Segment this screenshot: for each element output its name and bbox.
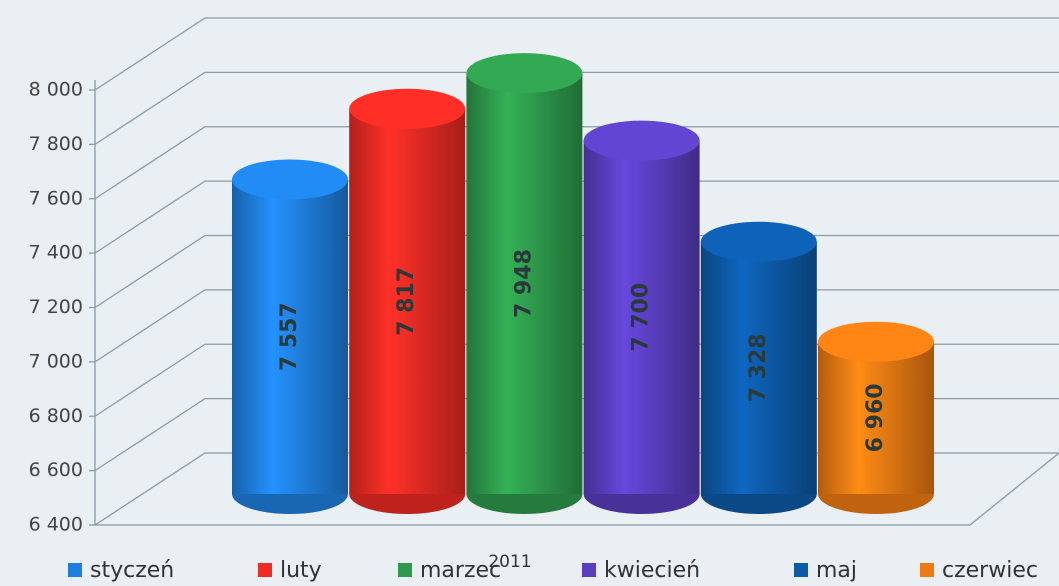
data-label: 6 960 <box>863 383 888 452</box>
y-tick-label: 6 800 <box>29 405 83 427</box>
bar <box>818 341 934 494</box>
y-tick-label: 6 600 <box>29 459 83 481</box>
data-label: 7 817 <box>394 267 419 336</box>
x-axis-label: 2011 <box>488 552 531 572</box>
grid-line <box>94 126 1059 200</box>
y-tick-label: 7 800 <box>29 133 83 155</box>
data-label: 7 328 <box>746 333 771 402</box>
y-tick-label: 6 400 <box>29 514 83 536</box>
legend-swatch <box>68 563 82 577</box>
y-tick-label: 7 600 <box>29 187 83 209</box>
legend-label: czerwiec <box>942 558 1038 583</box>
legend-swatch <box>258 563 272 577</box>
data-label: 7 948 <box>511 249 536 318</box>
legend-swatch <box>398 563 412 577</box>
data-label: 7 557 <box>277 302 302 371</box>
bar-top <box>466 53 583 94</box>
bar-top <box>232 159 348 200</box>
grid-line <box>94 180 1059 254</box>
legend-label: luty <box>280 558 322 583</box>
bar-top <box>700 221 817 262</box>
legend-swatch <box>920 563 934 577</box>
y-tick-label: 8 000 <box>29 79 83 101</box>
bar-top <box>583 120 700 161</box>
y-tick-label: 7 200 <box>29 296 83 318</box>
grid-line <box>94 17 1059 91</box>
bar-top <box>818 321 934 362</box>
bar-top <box>349 88 466 129</box>
bar <box>466 73 583 494</box>
bar <box>583 140 700 494</box>
grid-line <box>94 71 1059 145</box>
legend-swatch <box>582 563 596 577</box>
y-tick-label: 7 000 <box>29 350 83 372</box>
data-label: 7 700 <box>629 283 654 352</box>
legend-label: kwiecień <box>604 558 700 583</box>
legend-swatch <box>794 563 808 577</box>
legend-label: styczeń <box>90 558 174 583</box>
floor-edge <box>95 452 1059 526</box>
legend-label: maj <box>816 558 857 583</box>
y-tick-label: 7 400 <box>29 242 83 264</box>
bar <box>700 241 817 494</box>
legend-label: marzec <box>420 558 501 583</box>
bar <box>349 108 466 495</box>
bar <box>232 179 348 495</box>
